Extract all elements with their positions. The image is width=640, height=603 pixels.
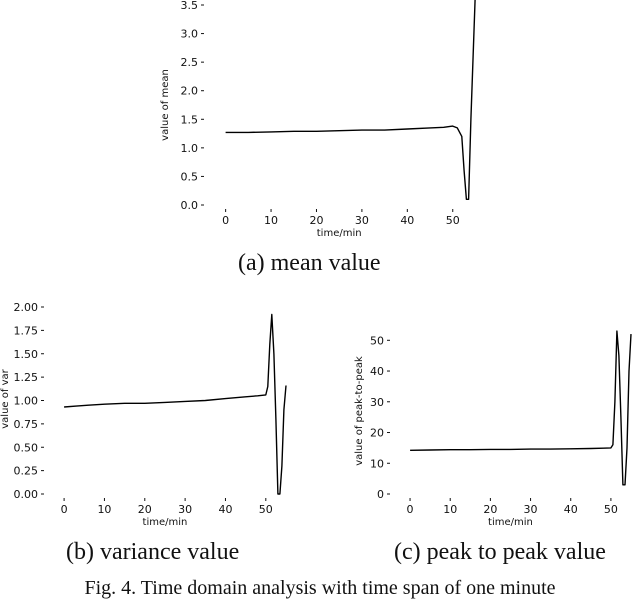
x-tick-label: 0 bbox=[222, 214, 229, 227]
figure-caption: Fig. 4. Time domain analysis with time s… bbox=[84, 577, 556, 599]
y-tick-label: 3.5 bbox=[181, 0, 199, 12]
x-tick-label: 10 bbox=[97, 503, 111, 516]
y-tick-label: 2.5 bbox=[181, 56, 199, 69]
y-tick-label: 50 bbox=[370, 334, 384, 347]
y-tick-label: 1.50 bbox=[14, 348, 39, 361]
x-tick-label: 0 bbox=[61, 503, 68, 516]
y-tick-label: 1.00 bbox=[14, 395, 39, 408]
x-tick-label: 10 bbox=[264, 214, 278, 227]
x-axis-label: time/min bbox=[488, 517, 533, 528]
subcaption-c: (c) peak to peak value bbox=[394, 539, 606, 565]
y-tick-label: 0.5 bbox=[181, 170, 199, 183]
x-tick-label: 10 bbox=[443, 503, 457, 516]
x-tick-label: 40 bbox=[564, 503, 578, 516]
x-tick-label: 30 bbox=[524, 503, 538, 516]
y-tick-label: 1.25 bbox=[14, 371, 39, 384]
x-tick-label: 40 bbox=[218, 503, 232, 516]
x-tick-label: 30 bbox=[178, 503, 192, 516]
y-axis-label: value of peak-to-peak bbox=[354, 356, 365, 466]
y-tick-label: 3.0 bbox=[181, 28, 199, 41]
y-tick-label: 0.25 bbox=[14, 465, 39, 478]
x-tick-label: 20 bbox=[138, 503, 152, 516]
y-tick-label: 0.0 bbox=[181, 199, 199, 212]
x-tick-label: 30 bbox=[355, 214, 369, 227]
y-tick-label: 40 bbox=[370, 365, 384, 378]
y-tick-label: 1.0 bbox=[181, 142, 199, 155]
y-axis-label: value of mean bbox=[160, 69, 171, 141]
y-tick-label: 20 bbox=[370, 427, 384, 440]
y-tick-label: 2.00 bbox=[14, 301, 39, 314]
y-axis-label: value of var bbox=[0, 368, 11, 428]
x-tick-label: 20 bbox=[483, 503, 497, 516]
y-tick-label: 10 bbox=[370, 457, 384, 470]
x-axis-label: time/min bbox=[317, 228, 362, 239]
y-tick-label: 1.75 bbox=[14, 324, 39, 337]
x-axis-label: time/min bbox=[143, 517, 188, 528]
y-tick-label: 2.0 bbox=[181, 85, 199, 98]
series-line bbox=[410, 330, 632, 486]
variance-value-chart: 0.00 0.25 0.50 0.75 1.00 1.25 1.50 1.75 2.00 0 10 2… bbox=[0, 301, 287, 528]
x-tick-label: 50 bbox=[259, 503, 273, 516]
y-tick-label: 0 bbox=[377, 488, 384, 501]
peak-to-peak-value-chart: 0 10 20 30 40 50 0 10 20 30 40 50 time/min value of p… bbox=[354, 330, 632, 528]
x-tick-label: 40 bbox=[400, 214, 414, 227]
x-tick-label: 50 bbox=[446, 214, 460, 227]
subcaption-b: (b) variance value bbox=[66, 539, 240, 565]
y-tick-label: 0.50 bbox=[14, 441, 39, 454]
series-line bbox=[225, 0, 476, 201]
y-tick-label: 0.75 bbox=[14, 418, 39, 431]
y-tick-label: 30 bbox=[370, 396, 384, 409]
y-tick-label: 1.5 bbox=[181, 113, 199, 126]
x-tick-label: 20 bbox=[309, 214, 323, 227]
mean-value-chart: 0.0 0.5 1.0 1.5 2.0 2.5 3.0 3.5 0 10 20 30 40 50 time/… bbox=[160, 0, 476, 239]
y-tick-label: 0.00 bbox=[14, 488, 39, 501]
x-tick-label: 50 bbox=[604, 503, 618, 516]
subcaption-a: (a) mean value bbox=[238, 250, 381, 276]
x-tick-label: 0 bbox=[407, 503, 414, 516]
series-line bbox=[64, 313, 287, 495]
